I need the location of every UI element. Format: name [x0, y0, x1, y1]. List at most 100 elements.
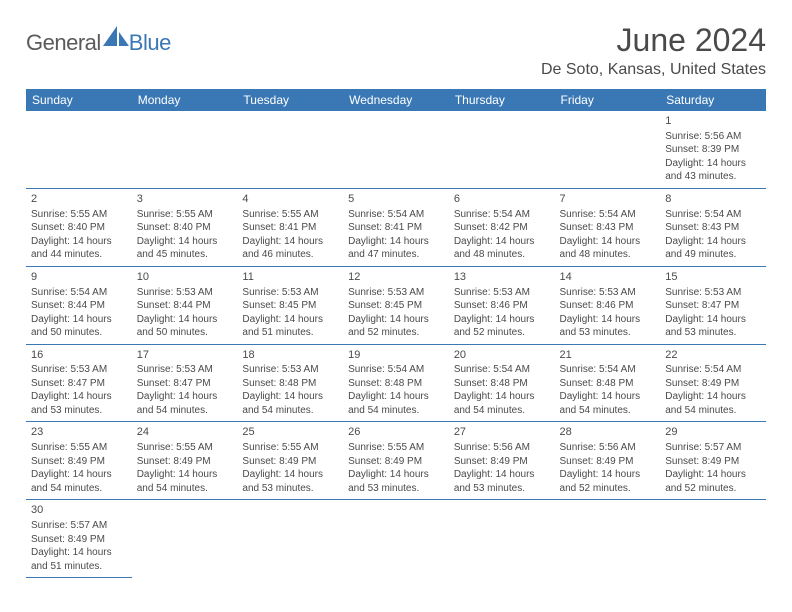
- sunset-line: Sunset: 8:41 PM: [348, 221, 444, 235]
- daylight-line: Daylight: 14 hours and 53 minutes.: [560, 313, 656, 340]
- daylight-line: Daylight: 14 hours and 54 minutes.: [137, 390, 233, 417]
- calendar-cell: [449, 111, 555, 188]
- calendar-cell: 8Sunrise: 5:54 AMSunset: 8:43 PMDaylight…: [660, 188, 766, 266]
- sunset-line: Sunset: 8:49 PM: [348, 455, 444, 469]
- day-number: 22: [665, 348, 761, 363]
- calendar-cell: 16Sunrise: 5:53 AMSunset: 8:47 PMDayligh…: [26, 344, 132, 422]
- daylight-line: Daylight: 14 hours and 54 minutes.: [31, 468, 127, 495]
- sunrise-line: Sunrise: 5:55 AM: [31, 441, 127, 455]
- sunset-line: Sunset: 8:47 PM: [665, 299, 761, 313]
- calendar-body: 1Sunrise: 5:56 AMSunset: 8:39 PMDaylight…: [26, 111, 766, 578]
- sunrise-line: Sunrise: 5:55 AM: [348, 441, 444, 455]
- sunset-line: Sunset: 8:46 PM: [560, 299, 656, 313]
- sunrise-line: Sunrise: 5:53 AM: [242, 286, 338, 300]
- sunrise-line: Sunrise: 5:56 AM: [454, 441, 550, 455]
- calendar-cell: 12Sunrise: 5:53 AMSunset: 8:45 PMDayligh…: [343, 266, 449, 344]
- daylight-line: Daylight: 14 hours and 43 minutes.: [665, 157, 761, 184]
- daylight-line: Daylight: 14 hours and 54 minutes.: [560, 390, 656, 417]
- sunrise-line: Sunrise: 5:55 AM: [242, 208, 338, 222]
- sunset-line: Sunset: 8:49 PM: [454, 455, 550, 469]
- sunrise-line: Sunrise: 5:54 AM: [560, 363, 656, 377]
- day-of-week-header: Wednesday: [343, 89, 449, 111]
- day-of-week-header: Thursday: [449, 89, 555, 111]
- daylight-line: Daylight: 14 hours and 47 minutes.: [348, 235, 444, 262]
- sunset-line: Sunset: 8:40 PM: [137, 221, 233, 235]
- daylight-line: Daylight: 14 hours and 49 minutes.: [665, 235, 761, 262]
- daylight-line: Daylight: 14 hours and 54 minutes.: [348, 390, 444, 417]
- sunrise-line: Sunrise: 5:53 AM: [560, 286, 656, 300]
- day-number: 23: [31, 425, 127, 440]
- sunset-line: Sunset: 8:39 PM: [665, 143, 761, 157]
- title-block: June 2024 De Soto, Kansas, United States: [541, 22, 766, 79]
- calendar-cell: 19Sunrise: 5:54 AMSunset: 8:48 PMDayligh…: [343, 344, 449, 422]
- day-number: 20: [454, 348, 550, 363]
- location: De Soto, Kansas, United States: [541, 61, 766, 79]
- sunrise-line: Sunrise: 5:57 AM: [665, 441, 761, 455]
- day-number: 9: [31, 270, 127, 285]
- header: General Blue June 2024 De Soto, Kansas, …: [26, 22, 766, 79]
- sunrise-line: Sunrise: 5:56 AM: [665, 130, 761, 144]
- day-number: 26: [348, 425, 444, 440]
- sunset-line: Sunset: 8:44 PM: [31, 299, 127, 313]
- brand-logo: General Blue: [26, 30, 171, 56]
- daylight-line: Daylight: 14 hours and 52 minutes.: [560, 468, 656, 495]
- daylight-line: Daylight: 14 hours and 44 minutes.: [31, 235, 127, 262]
- sunrise-line: Sunrise: 5:55 AM: [137, 208, 233, 222]
- day-number: 2: [31, 192, 127, 207]
- calendar-cell: 1Sunrise: 5:56 AMSunset: 8:39 PMDaylight…: [660, 111, 766, 188]
- day-of-week-header: Monday: [132, 89, 238, 111]
- logo-text-blue: Blue: [129, 30, 171, 56]
- sunrise-line: Sunrise: 5:53 AM: [242, 363, 338, 377]
- daylight-line: Daylight: 14 hours and 54 minutes.: [242, 390, 338, 417]
- sunset-line: Sunset: 8:49 PM: [665, 455, 761, 469]
- calendar-cell: 27Sunrise: 5:56 AMSunset: 8:49 PMDayligh…: [449, 422, 555, 500]
- sunset-line: Sunset: 8:49 PM: [31, 533, 127, 547]
- calendar-cell: 18Sunrise: 5:53 AMSunset: 8:48 PMDayligh…: [237, 344, 343, 422]
- sunrise-line: Sunrise: 5:54 AM: [665, 208, 761, 222]
- day-number: 17: [137, 348, 233, 363]
- sunset-line: Sunset: 8:44 PM: [137, 299, 233, 313]
- calendar-cell: 3Sunrise: 5:55 AMSunset: 8:40 PMDaylight…: [132, 188, 238, 266]
- sunrise-line: Sunrise: 5:56 AM: [560, 441, 656, 455]
- sunset-line: Sunset: 8:40 PM: [31, 221, 127, 235]
- calendar-cell: 14Sunrise: 5:53 AMSunset: 8:46 PMDayligh…: [555, 266, 661, 344]
- daylight-line: Daylight: 14 hours and 53 minutes.: [348, 468, 444, 495]
- sunset-line: Sunset: 8:43 PM: [560, 221, 656, 235]
- day-number: 27: [454, 425, 550, 440]
- calendar-cell: 29Sunrise: 5:57 AMSunset: 8:49 PMDayligh…: [660, 422, 766, 500]
- sunset-line: Sunset: 8:46 PM: [454, 299, 550, 313]
- month-title: June 2024: [541, 22, 766, 59]
- day-number: 16: [31, 348, 127, 363]
- day-number: 13: [454, 270, 550, 285]
- calendar-cell: 13Sunrise: 5:53 AMSunset: 8:46 PMDayligh…: [449, 266, 555, 344]
- sunrise-line: Sunrise: 5:54 AM: [454, 208, 550, 222]
- day-of-week-header: Sunday: [26, 89, 132, 111]
- calendar-cell: 20Sunrise: 5:54 AMSunset: 8:48 PMDayligh…: [449, 344, 555, 422]
- day-number: 5: [348, 192, 444, 207]
- calendar-cell: 4Sunrise: 5:55 AMSunset: 8:41 PMDaylight…: [237, 188, 343, 266]
- calendar-cell: 6Sunrise: 5:54 AMSunset: 8:42 PMDaylight…: [449, 188, 555, 266]
- calendar-cell: 25Sunrise: 5:55 AMSunset: 8:49 PMDayligh…: [237, 422, 343, 500]
- calendar-cell: 28Sunrise: 5:56 AMSunset: 8:49 PMDayligh…: [555, 422, 661, 500]
- calendar-cell: 10Sunrise: 5:53 AMSunset: 8:44 PMDayligh…: [132, 266, 238, 344]
- sunrise-line: Sunrise: 5:54 AM: [560, 208, 656, 222]
- sunrise-line: Sunrise: 5:53 AM: [137, 286, 233, 300]
- day-of-week-header: Saturday: [660, 89, 766, 111]
- logo-text-general: General: [26, 30, 101, 56]
- sunset-line: Sunset: 8:48 PM: [454, 377, 550, 391]
- sunset-line: Sunset: 8:48 PM: [242, 377, 338, 391]
- sunrise-line: Sunrise: 5:57 AM: [31, 519, 127, 533]
- calendar-cell: 26Sunrise: 5:55 AMSunset: 8:49 PMDayligh…: [343, 422, 449, 500]
- sunrise-line: Sunrise: 5:54 AM: [348, 363, 444, 377]
- day-number: 7: [560, 192, 656, 207]
- day-number: 15: [665, 270, 761, 285]
- calendar-cell: [343, 111, 449, 188]
- daylight-line: Daylight: 14 hours and 54 minutes.: [665, 390, 761, 417]
- logo-sail-icon: [103, 26, 129, 53]
- day-number: 30: [31, 503, 127, 518]
- sunset-line: Sunset: 8:49 PM: [560, 455, 656, 469]
- sunrise-line: Sunrise: 5:53 AM: [665, 286, 761, 300]
- day-of-week-header: Friday: [555, 89, 661, 111]
- daylight-line: Daylight: 14 hours and 46 minutes.: [242, 235, 338, 262]
- calendar-header-row: SundayMondayTuesdayWednesdayThursdayFrid…: [26, 89, 766, 111]
